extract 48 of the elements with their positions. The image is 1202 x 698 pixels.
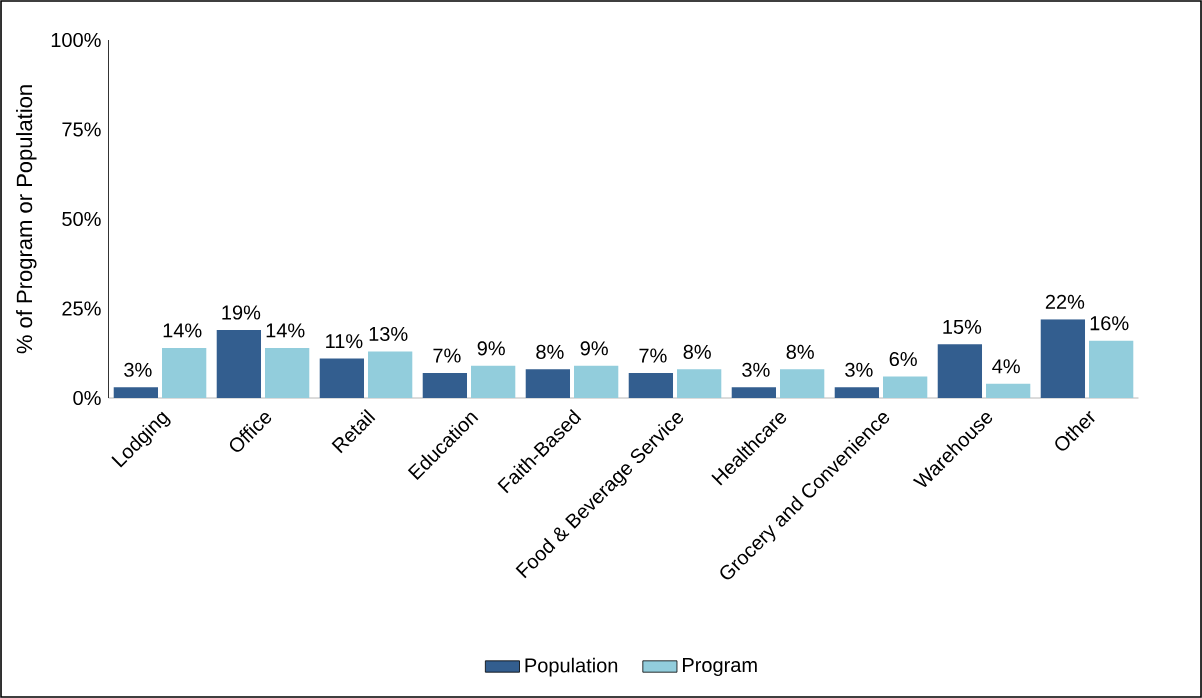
data-label: 7% xyxy=(639,348,667,363)
data-label: 9% xyxy=(580,341,608,356)
bar xyxy=(216,329,262,399)
data-label: 22% xyxy=(1045,294,1085,309)
data-label: 14% xyxy=(163,323,202,338)
y-axis-title: % of Program or Population xyxy=(16,85,37,354)
y-tick-label: 0% xyxy=(73,390,101,406)
data-label: 8% xyxy=(786,344,814,359)
bar xyxy=(422,372,468,399)
data-label: 3% xyxy=(845,362,873,377)
data-label: 13% xyxy=(369,326,408,342)
data-label: 3% xyxy=(742,362,770,377)
data-label: 19% xyxy=(222,305,261,320)
bar xyxy=(265,347,310,399)
bar xyxy=(162,347,207,399)
y-tick-label: 100% xyxy=(51,32,101,48)
legend-label: Program xyxy=(683,658,757,677)
data-label: 15% xyxy=(943,319,982,334)
bar xyxy=(319,358,365,399)
bar xyxy=(574,365,619,399)
bar xyxy=(986,383,1031,399)
data-label: 8% xyxy=(683,344,711,359)
data-label: 6% xyxy=(889,351,917,367)
data-label: 11% xyxy=(326,334,363,349)
bar xyxy=(937,344,983,399)
data-label: 4% xyxy=(992,359,1020,374)
data-label: 3% xyxy=(124,362,152,377)
bar xyxy=(677,369,722,399)
bar xyxy=(780,369,825,399)
bar xyxy=(525,369,571,399)
y-tick-label: 50% xyxy=(62,211,101,227)
bar xyxy=(1040,319,1086,399)
legend-label: Population xyxy=(525,657,618,677)
bar xyxy=(883,376,928,399)
bar xyxy=(471,365,516,399)
bar xyxy=(731,387,777,399)
data-label: 14% xyxy=(266,323,305,338)
data-label: 7% xyxy=(433,348,461,363)
bar xyxy=(628,372,674,399)
data-label: 9% xyxy=(477,341,505,356)
bar xyxy=(834,387,880,399)
data-label: 8% xyxy=(536,344,564,359)
y-tick-label: 25% xyxy=(62,301,101,316)
bar xyxy=(368,351,413,399)
bar xyxy=(113,387,159,399)
y-tick-label: 75% xyxy=(62,122,101,137)
data-label: 16% xyxy=(1090,316,1129,331)
bar xyxy=(1089,340,1134,399)
